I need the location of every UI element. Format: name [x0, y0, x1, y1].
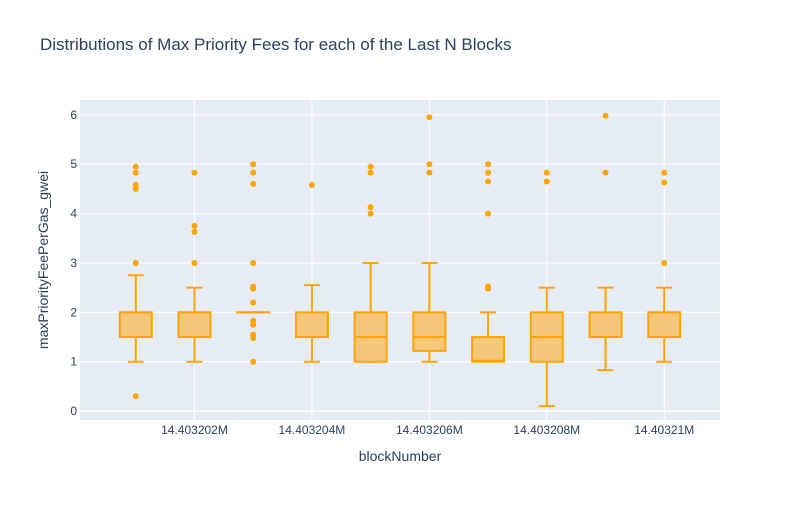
outlier-point — [368, 211, 374, 217]
outlier-point — [544, 178, 550, 184]
x-axis-title: blockNumber — [359, 448, 442, 464]
outlier-point — [426, 161, 432, 167]
y-axis-title: maxPriorityFeePerGas_gwei — [35, 171, 51, 349]
outlier-point — [133, 164, 139, 170]
y-tick-label: 1 — [70, 355, 77, 369]
y-tick-label: 6 — [70, 108, 77, 122]
outlier-point — [250, 170, 256, 176]
outlier-point — [426, 114, 432, 120]
y-tick-label: 2 — [70, 305, 77, 319]
x-tick-label: 14.403208M — [513, 423, 580, 437]
outlier-point — [191, 170, 197, 176]
outlier-point — [250, 299, 256, 305]
box-iqr — [296, 312, 328, 337]
outlier-point — [485, 178, 491, 184]
box-iqr — [178, 312, 210, 337]
outlier-point — [250, 284, 256, 290]
outlier-point — [133, 170, 139, 176]
outlier-point — [661, 179, 667, 185]
outlier-point — [133, 393, 139, 399]
x-tick-label: 14.403206M — [396, 423, 463, 437]
outlier-point — [191, 223, 197, 229]
outlier-point — [309, 182, 315, 188]
box-iqr — [120, 312, 152, 337]
y-tick-label: 0 — [70, 404, 77, 418]
y-tick-label: 3 — [70, 256, 77, 270]
outlier-point — [191, 229, 197, 235]
outlier-point — [485, 284, 491, 290]
outlier-point — [133, 260, 139, 266]
outlier-point — [485, 170, 491, 176]
outlier-point — [191, 260, 197, 266]
y-tick-label: 5 — [70, 157, 77, 171]
y-tick-label: 4 — [70, 207, 77, 221]
outlier-point — [250, 332, 256, 338]
outlier-point — [368, 164, 374, 170]
chart-title: Distributions of Max Priority Fees for e… — [40, 35, 511, 54]
box-iqr — [472, 337, 504, 362]
outlier-point — [426, 170, 432, 176]
box-iqr — [648, 312, 680, 337]
outlier-point — [661, 260, 667, 266]
outlier-point — [250, 318, 256, 324]
outlier-point — [544, 170, 550, 176]
outlier-point — [368, 204, 374, 210]
outlier-point — [661, 170, 667, 176]
x-tick-label: 14.403202M — [161, 423, 228, 437]
outlier-point — [485, 211, 491, 217]
outlier-point — [250, 181, 256, 187]
plot-area — [80, 100, 720, 420]
outlier-point — [250, 359, 256, 365]
outlier-point — [133, 182, 139, 188]
outlier-point — [368, 170, 374, 176]
box-iqr — [413, 312, 445, 351]
outlier-point — [603, 170, 609, 176]
x-tick-label: 14.403204M — [279, 423, 346, 437]
x-tick-label: 14.40321M — [634, 423, 694, 437]
outlier-point — [250, 260, 256, 266]
box-iqr — [590, 312, 622, 337]
outlier-point — [250, 161, 256, 167]
outlier-point — [603, 113, 609, 119]
outlier-point — [485, 161, 491, 167]
